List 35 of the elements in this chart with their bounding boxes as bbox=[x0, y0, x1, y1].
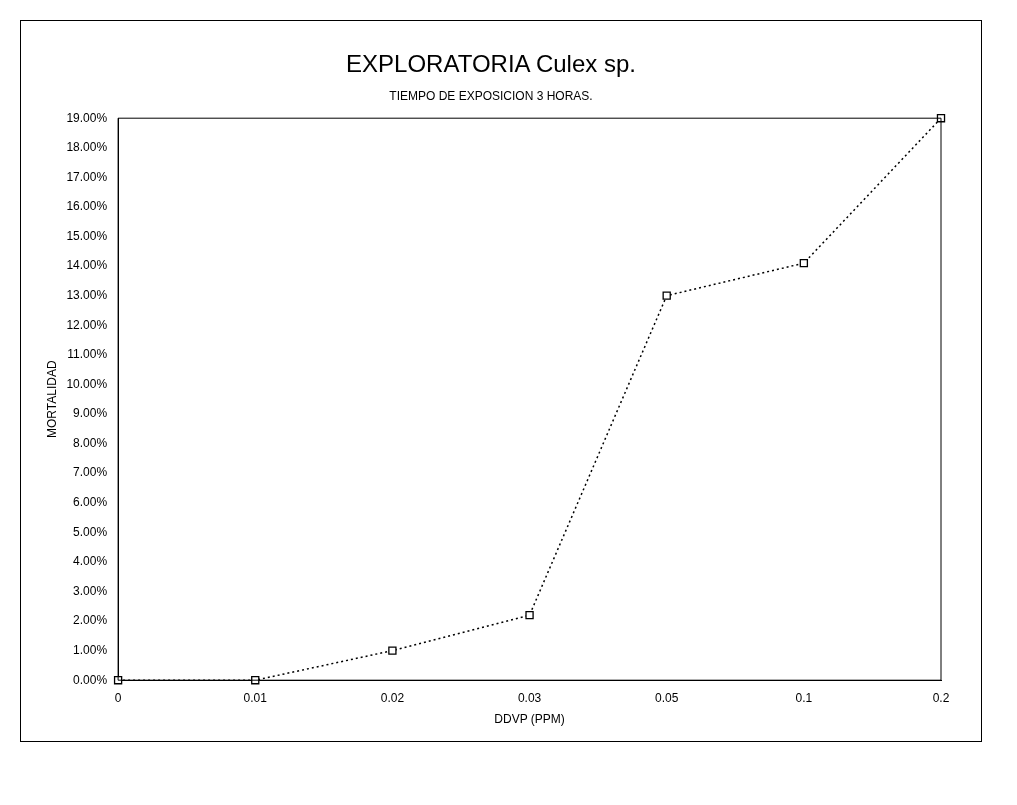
point bbox=[799, 258, 809, 268]
y-tick-label: 3.00% bbox=[73, 583, 108, 598]
y-tick-label: 9.00% bbox=[73, 406, 108, 421]
y-tick-label: 16.00% bbox=[66, 199, 108, 214]
y-tick-label: 15.00% bbox=[66, 228, 108, 243]
x-tick-label: 0.03 bbox=[517, 690, 542, 705]
y-tick-label: 6.00% bbox=[73, 495, 108, 510]
y-tick-label: 7.00% bbox=[73, 465, 108, 480]
point bbox=[662, 291, 671, 300]
y-tick-label: 14.00% bbox=[66, 258, 108, 273]
y-tick-label: 17.00% bbox=[66, 169, 108, 184]
y-tick-label: 12.00% bbox=[66, 317, 108, 332]
point bbox=[388, 646, 397, 655]
x-tick-label: 0.01 bbox=[243, 690, 268, 705]
chart-title: EXPLORATORIA Culex sp. bbox=[346, 50, 636, 78]
y-tick-label: 19.00% bbox=[66, 110, 108, 125]
y-tick-label: 5.00% bbox=[73, 524, 108, 539]
y-tick-label: 13.00% bbox=[66, 287, 108, 302]
x-tick-label: 0 bbox=[114, 690, 122, 705]
chart-subtitle: TIEMPO DE EXPOSICION 3 HORAS. bbox=[389, 89, 593, 104]
y-tick-label: 1.00% bbox=[73, 642, 108, 657]
x-axis-title: DDVP (PPM) bbox=[494, 712, 565, 727]
x-tick-label: 0.1 bbox=[795, 690, 813, 705]
y-tick-label: 2.00% bbox=[73, 613, 108, 628]
y-tick-label: 4.00% bbox=[73, 554, 108, 569]
y-tick-label: 10.00% bbox=[66, 376, 108, 391]
x-tick-label: 0.2 bbox=[932, 690, 950, 705]
point bbox=[525, 610, 534, 620]
y-tick-label: 8.00% bbox=[73, 435, 108, 450]
x-tick-label: 0.02 bbox=[380, 690, 405, 705]
y-tick-label: 11.00% bbox=[67, 347, 108, 362]
y-tick-label: 0.00% bbox=[73, 672, 108, 687]
x-tick-label: 0.05 bbox=[655, 690, 679, 705]
y-axis-title: MORTALIDAD bbox=[44, 360, 59, 438]
y-tick-label: 18.00% bbox=[66, 140, 108, 155]
